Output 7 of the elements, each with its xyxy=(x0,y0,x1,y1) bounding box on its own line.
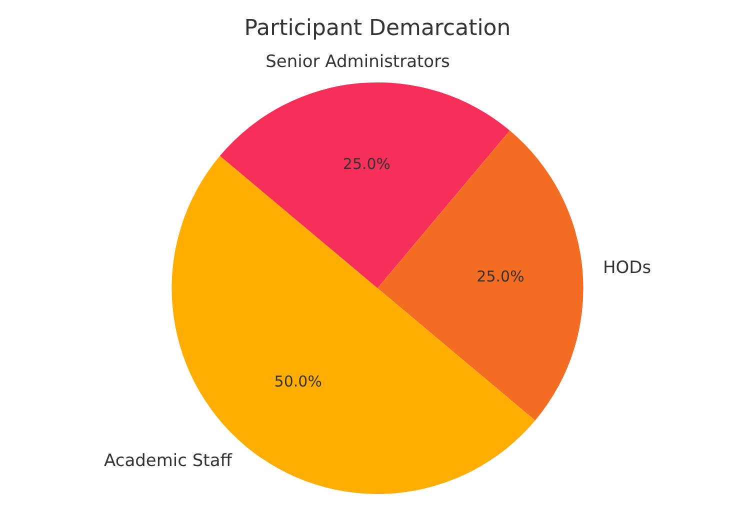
slice-label: Academic Staff xyxy=(104,451,234,472)
chart-title: Participant Demarcation xyxy=(244,16,511,41)
data-label: 50.0% xyxy=(274,372,322,391)
data-label: 25.0% xyxy=(342,155,391,174)
slice-label: HODs xyxy=(603,258,652,278)
data-label: 25.0% xyxy=(476,267,524,286)
slice-label: Senior Administrators xyxy=(266,52,450,72)
